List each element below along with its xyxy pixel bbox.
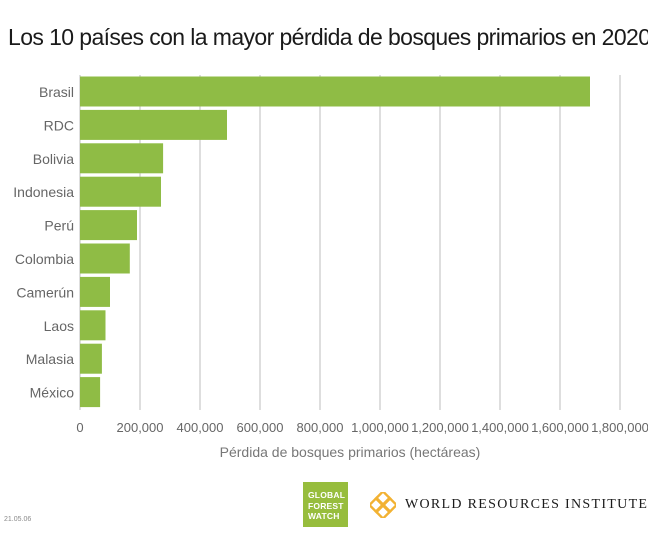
gfw-logo-line: GLOBAL bbox=[308, 490, 346, 500]
bar bbox=[80, 343, 102, 374]
x-tick-label: 600,000 bbox=[237, 420, 284, 435]
wri-logo: WORLD RESOURCES INSTITUTE bbox=[370, 492, 648, 518]
y-category-label: Colombia bbox=[15, 251, 74, 267]
bar bbox=[80, 143, 164, 174]
bar bbox=[80, 310, 106, 341]
y-category-label: México bbox=[30, 385, 75, 401]
gfw-logo-line: FOREST bbox=[308, 500, 344, 511]
x-tick-label: 1,400,000 bbox=[471, 420, 529, 435]
global-forest-watch-logo: GLOBAL FOREST WATCH bbox=[303, 482, 348, 527]
date-stamp: 21.05.06 bbox=[4, 516, 32, 523]
bar bbox=[80, 276, 110, 307]
wri-name: WORLD RESOURCES INSTITUTE bbox=[405, 497, 648, 512]
y-category-label: Perú bbox=[44, 218, 74, 234]
y-category-label: Malasia bbox=[26, 351, 74, 367]
x-tick-label: 0 bbox=[76, 420, 83, 435]
x-tick-label: 400,000 bbox=[177, 420, 224, 435]
bar bbox=[80, 377, 101, 408]
x-tick-label: 1,000,000 bbox=[351, 420, 409, 435]
bar-chart: 0 200,000 400,000 600,000 800,000 1,000,000 1,… bbox=[13, 75, 648, 460]
bar bbox=[80, 243, 130, 274]
y-category-label: Indonesia bbox=[13, 184, 74, 200]
bar bbox=[80, 176, 161, 207]
x-axis-title: Pérdida de bosques primarios (hectáreas) bbox=[220, 444, 481, 460]
y-category-label: Bolivia bbox=[33, 151, 74, 167]
x-tick-label: 1,200,000 bbox=[411, 420, 469, 435]
bar bbox=[80, 109, 227, 140]
y-category-label: RDC bbox=[44, 117, 74, 133]
wri-knot-icon bbox=[370, 492, 396, 518]
chart-title: Los 10 países con la mayor pérdida de bo… bbox=[8, 24, 648, 50]
y-category-label: Laos bbox=[44, 318, 74, 334]
bar bbox=[80, 76, 590, 107]
y-category-label: Camerún bbox=[16, 284, 74, 300]
y-category-label: Brasil bbox=[39, 84, 74, 100]
x-tick-label: 1,800,000 bbox=[591, 420, 648, 435]
gfw-logo-line: WATCH bbox=[308, 511, 340, 521]
x-tick-label: 200,000 bbox=[117, 420, 164, 435]
bar bbox=[80, 210, 137, 241]
x-tick-label: 1,600,000 bbox=[531, 420, 589, 435]
x-tick-label: 800,000 bbox=[297, 420, 344, 435]
